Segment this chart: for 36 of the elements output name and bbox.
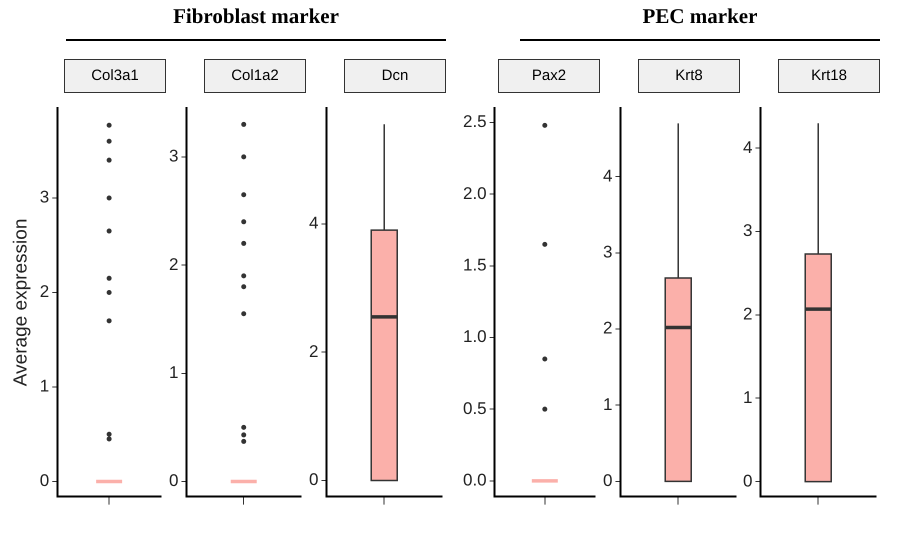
y-tick-label: 2	[168, 254, 178, 274]
y-tick-label: 2	[308, 342, 318, 361]
y-tick-label: 2	[40, 282, 50, 302]
y-tick-label: 2.5	[462, 112, 487, 132]
y-tick-label: 0	[308, 470, 318, 490]
chart-title: Dcn	[344, 59, 446, 93]
chart-title: Pax2	[498, 59, 600, 93]
y-tick-label: 1.0	[462, 327, 487, 346]
y-tick-label: 0.5	[462, 398, 487, 418]
y-tick-label: 0.0	[462, 470, 487, 490]
y-tick-label: 3	[168, 146, 178, 166]
y-tick-label: 3	[40, 188, 50, 207]
chart-title: Col1a2	[204, 59, 306, 93]
text: Fibroblast marker	[66, 4, 446, 41]
y-tick-label: 2.0	[462, 184, 487, 203]
y-tick-label: 3	[742, 221, 752, 240]
y-tick-label: 4	[742, 138, 752, 157]
y-tick-label: 0	[168, 471, 178, 490]
y-tick-label: 4	[308, 213, 318, 232]
y-tick-label: 2	[742, 304, 752, 324]
y-tick-label: 1	[742, 388, 752, 407]
y-tick-label: 1	[602, 394, 612, 414]
chart-title: Col3a1	[64, 59, 166, 93]
chart-title: Krt18	[778, 59, 880, 93]
y-tick-label: 1.5	[462, 256, 487, 275]
y-tick-label: 0	[602, 471, 612, 490]
y-tick-label: 4	[602, 166, 612, 186]
y-axis-title: Average expression	[10, 218, 32, 386]
y-tick-label: 2	[602, 318, 612, 338]
y-tick-label: 3	[602, 242, 612, 262]
chart-title: Krt8	[638, 59, 740, 93]
y-tick-label: 1	[168, 362, 178, 382]
text: PEC marker	[520, 4, 880, 41]
y-tick-label: 0	[742, 471, 752, 490]
y-tick-label: 1	[40, 376, 50, 396]
y-tick-label: 0	[40, 471, 50, 490]
